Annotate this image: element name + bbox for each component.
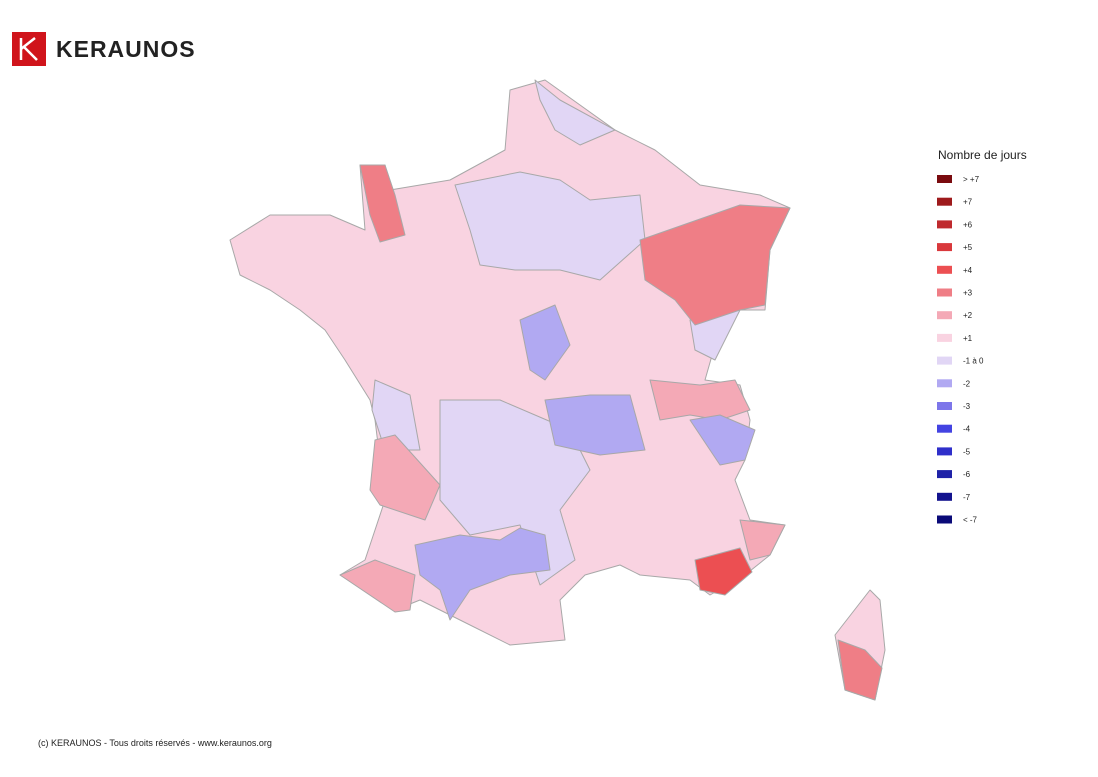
region — [639, 204, 791, 326]
legend-label: -7 — [963, 493, 971, 502]
legend: Nombre de jours > +7 +7 +6 +5 +4 +3 +2 +1 -1 à 0… — [937, 148, 1027, 525]
region — [689, 414, 756, 466]
region — [739, 519, 786, 561]
legend-label: > +7 — [963, 175, 980, 184]
legend-label: -1 à 0 — [963, 357, 984, 366]
legend-label: +4 — [963, 266, 973, 275]
legend-label: +2 — [963, 311, 973, 320]
legend-label: +5 — [963, 243, 973, 252]
region — [339, 559, 416, 613]
region — [649, 379, 751, 421]
footer: (c) KERAUNOS - Tous droits réservés - ww… — [38, 738, 272, 748]
map — [229, 79, 886, 701]
legend-swatch — [937, 288, 952, 297]
legend-label: -2 — [963, 379, 971, 388]
region — [534, 79, 616, 146]
legend-label: -6 — [963, 470, 971, 479]
brand: KERAUNOS — [56, 36, 196, 62]
region — [837, 639, 883, 701]
region — [439, 399, 591, 586]
legend-label: -5 — [963, 447, 971, 456]
region — [694, 547, 753, 596]
legend-label: -4 — [963, 425, 971, 434]
legend-label: +6 — [963, 220, 973, 229]
region — [544, 394, 646, 456]
legend-label: < -7 — [963, 516, 978, 525]
region — [414, 527, 551, 621]
region — [454, 171, 646, 281]
region — [519, 304, 571, 381]
legend-swatch — [937, 379, 952, 388]
legend-swatch — [937, 424, 952, 433]
legend-swatch — [937, 356, 952, 365]
legend-label: +1 — [963, 334, 973, 343]
legend-swatch — [937, 402, 952, 410]
region — [369, 434, 441, 521]
legend-label: +7 — [963, 198, 973, 207]
legend-label: -3 — [963, 402, 971, 411]
legend-swatch — [937, 243, 952, 252]
legend-swatch — [937, 492, 952, 501]
logo-mark — [12, 32, 46, 66]
legend-swatch — [937, 197, 952, 206]
legend-swatch — [937, 175, 952, 183]
legend-swatch — [937, 447, 952, 456]
legend-swatch — [937, 470, 952, 479]
legend-swatch — [937, 220, 952, 229]
legend-label: +3 — [963, 289, 973, 298]
legend-title: Nombre de jours — [938, 148, 1027, 162]
legend-swatch — [937, 265, 952, 274]
legend-swatch — [937, 333, 952, 342]
legend-swatch — [937, 311, 952, 320]
region — [359, 164, 406, 243]
legend-swatch — [937, 515, 952, 524]
logo-k — [19, 37, 38, 61]
logo: KERAUNOS — [12, 32, 196, 66]
